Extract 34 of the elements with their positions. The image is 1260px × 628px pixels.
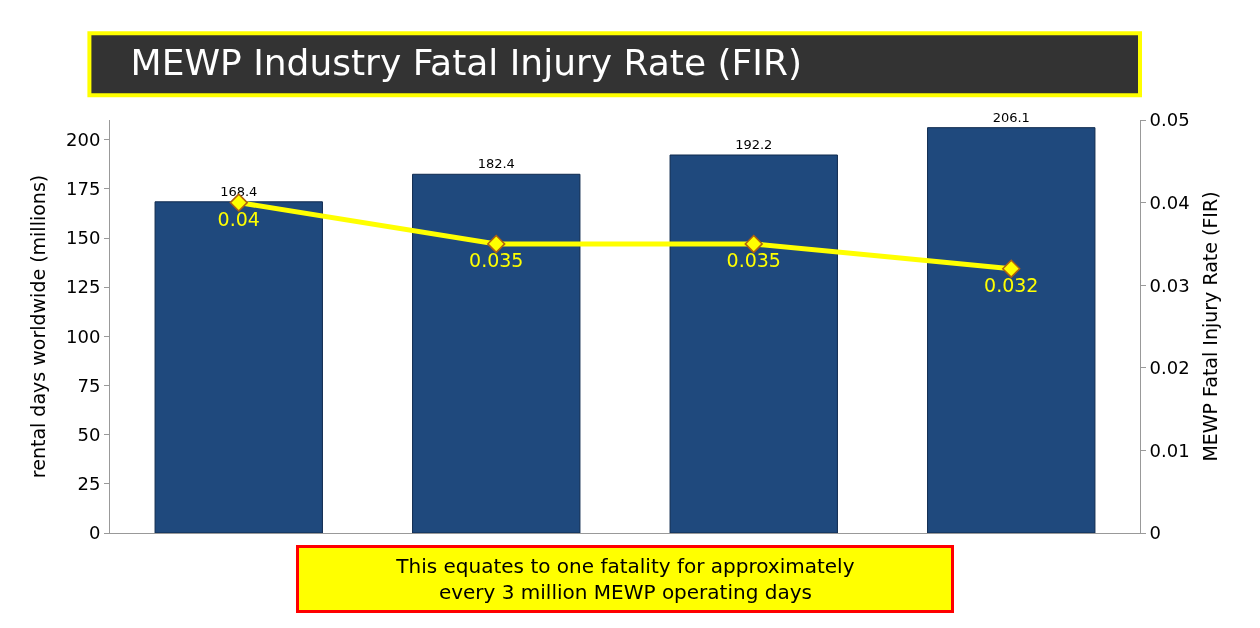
y-axis-title: rental days worldwide (millions) (26, 174, 49, 479)
data-label: 0.035 (726, 249, 781, 272)
text: This equates to one fatality for approximately every 3 million MEWP operating days (395, 554, 855, 604)
bar (927, 127, 1096, 533)
y-tick-label: 50 (77, 423, 101, 445)
data-label: 182.4 (477, 156, 515, 172)
bar (412, 173, 581, 533)
data-label: 0.04 (217, 207, 260, 230)
point (1002, 259, 1021, 278)
point (744, 234, 763, 254)
y-tick-label: 75 (77, 374, 101, 396)
data-label: 192.2 (735, 137, 773, 153)
y2-tick-label: 0 (1149, 522, 1162, 544)
y-tick-label: 25 (77, 473, 101, 495)
y-tick-label: 200 (66, 128, 101, 150)
point (487, 234, 506, 254)
y2-axis-title: MEWP Fatal Injury Rate (FIR) (1199, 191, 1222, 462)
y2-tick-label: 0.05 (1149, 109, 1190, 131)
data-label: 168.4 (220, 183, 258, 199)
data-label: 0.032 (984, 274, 1039, 297)
bar (669, 154, 838, 533)
data-label: 0.035 (469, 249, 524, 272)
y2-tick-label: 0.02 (1149, 357, 1190, 379)
y2-tick-label: 0.01 (1149, 439, 1190, 461)
y-tick-label: 0 (88, 522, 101, 544)
y-tick-label: 150 (66, 227, 101, 249)
y2-tick-label: 0.03 (1149, 274, 1190, 296)
bar (154, 201, 323, 533)
y-tick-label: 175 (66, 178, 101, 200)
y-tick-label: 125 (66, 276, 101, 298)
data-label: 206.1 (992, 109, 1030, 125)
y-tick-label: 100 (66, 325, 101, 347)
y2-tick-label: 0.04 (1149, 191, 1190, 213)
chart-title: MEWP Industry Fatal Injury Rate (FIR) (130, 42, 802, 84)
